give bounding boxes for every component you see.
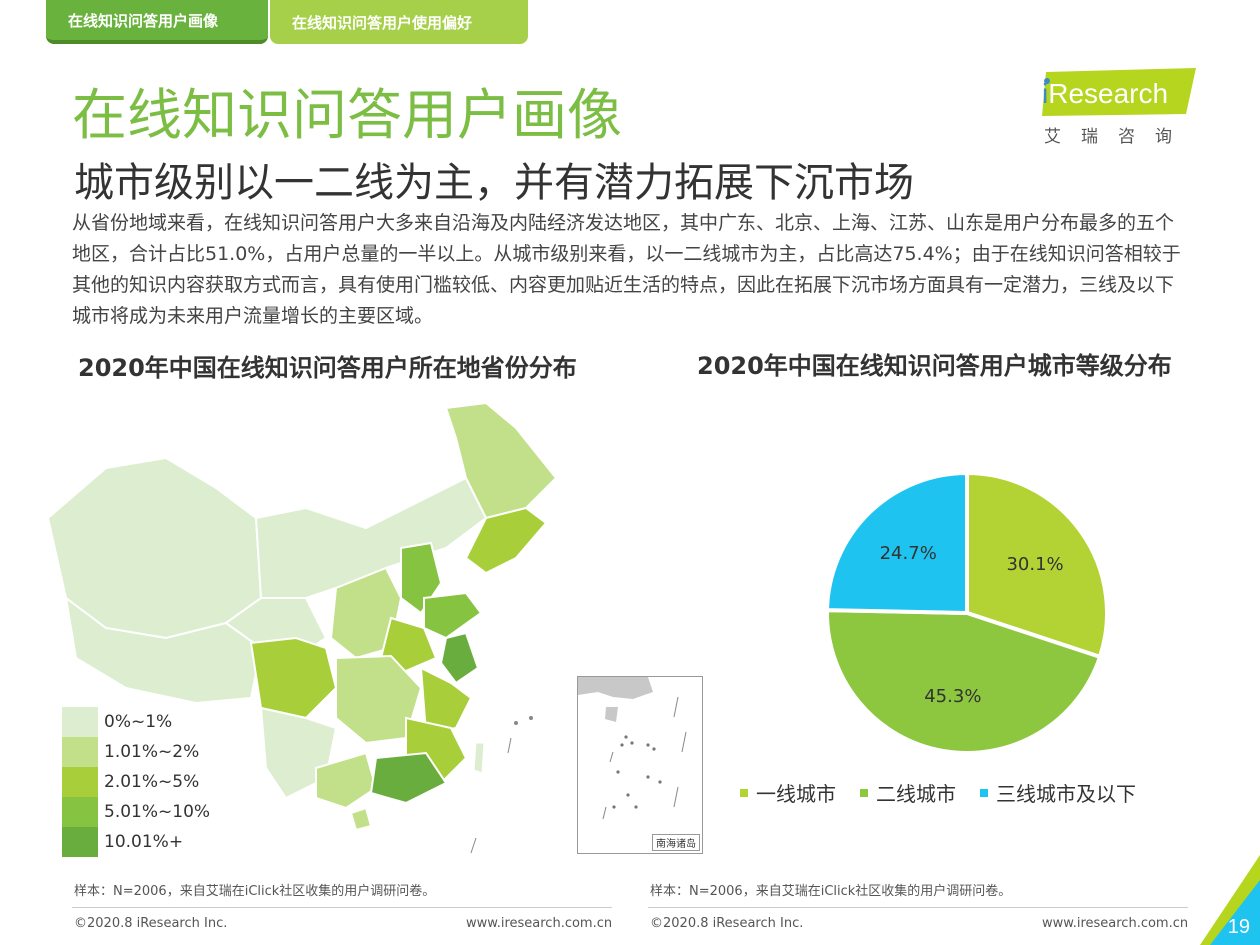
- map-region-hainan: [349, 806, 373, 832]
- pie-data-label-2: 24.7%: [880, 543, 937, 564]
- pie-legend-swatch: [980, 788, 988, 797]
- corner-decoration: [1200, 855, 1260, 945]
- legend-swatch: [62, 797, 98, 827]
- iresearch-logo: iResearch 艾瑞咨询: [1036, 64, 1201, 147]
- copyright-right: ©2020.8 iResearch Inc.: [650, 916, 804, 931]
- pie-slice-2: [824, 470, 969, 616]
- copyright-left: ©2020.8 iResearch Inc.: [74, 916, 228, 931]
- map-region-shandong: [423, 591, 483, 640]
- section-tabs: 在线知识问答用户画像 在线知识问答用户使用偏好: [46, 0, 528, 48]
- tab-user-preference[interactable]: 在线知识问答用户使用偏好: [270, 0, 528, 44]
- pie-legend-item: 三线城市及以下: [980, 778, 1136, 807]
- map-region-guangxi: [315, 751, 378, 810]
- legend-swatch: [62, 737, 98, 767]
- map-region-jilin-liaoning: [464, 506, 548, 575]
- pie-legend-label: 三线城市及以下: [996, 782, 1136, 806]
- page-number: 19: [1227, 916, 1250, 938]
- tab-user-profile[interactable]: 在线知识问答用户画像: [46, 0, 268, 44]
- legend-item: 0%~1%: [62, 707, 210, 737]
- map-chart-title: 2020年中国在线知识问答用户所在地省份分布: [78, 354, 577, 382]
- page-subtitle: 城市级别以一二线为主，并有潜力拓展下沉市场: [74, 160, 914, 206]
- pie-legend-swatch: [860, 788, 868, 797]
- pie-chart-title: 2020年中国在线知识问答用户城市等级分布: [697, 352, 1172, 380]
- website-link-left[interactable]: www.iresearch.com.cn: [466, 916, 613, 931]
- logo-dot-icon: [1044, 78, 1050, 84]
- map-region-guangdong: [369, 751, 448, 805]
- sample-note-right: 样本：N=2006，来自艾瑞在iClick社区收集的用户调研问卷。: [650, 884, 1012, 899]
- china-province-map: [46, 401, 558, 854]
- pie-legend-label: 二线城市: [876, 782, 956, 806]
- pie-legend-item: 一线城市: [740, 778, 836, 807]
- website-link-right[interactable]: www.iresearch.com.cn: [1042, 916, 1189, 931]
- map-legend: 0%~1% 1.01%~2% 2.01%~5% 5.01%~10% 10.01%…: [62, 707, 210, 857]
- legend-label: 2.01%~5%: [104, 772, 200, 792]
- map-region-sichuan: [249, 636, 338, 720]
- summary-paragraph: 从省份地域来看，在线知识问答用户大多来自沿海及内陆经济发达地区，其中广东、北京、…: [72, 212, 1181, 327]
- legend-label: 5.01%~10%: [104, 802, 211, 822]
- pie-data-label-0: 30.1%: [1006, 554, 1063, 575]
- logo-wordmark: iResearch: [1042, 78, 1169, 109]
- legend-label: 10.01%+: [104, 832, 184, 852]
- map-region-taiwan: [473, 742, 485, 774]
- legend-swatch: [62, 707, 98, 737]
- city-tier-pie-chart: 30.1% 45.3% 24.7%: [824, 470, 1109, 755]
- legend-swatch: [62, 767, 98, 797]
- legend-label: 1.01%~2%: [104, 742, 200, 762]
- logo-chinese-name: 艾瑞咨询: [1044, 127, 1192, 147]
- legend-swatch: [62, 827, 98, 857]
- legend-item: 2.01%~5%: [62, 767, 210, 797]
- logo-banner-shape: [1042, 68, 1196, 116]
- pie-legend-item: 二线城市: [860, 778, 956, 807]
- pie-legend-label: 一线城市: [756, 782, 836, 806]
- pie-legend: 一线城市 二线城市 三线城市及以下: [740, 778, 1160, 807]
- footer-divider-left: [72, 907, 612, 908]
- map-region-north: [254, 476, 488, 599]
- legend-item: 1.01%~2%: [62, 737, 210, 767]
- pie-slice-1: [825, 608, 1103, 755]
- pie-data-label-1: 45.3%: [924, 686, 981, 707]
- south-china-sea-inset: 南海诸岛: [577, 676, 703, 854]
- legend-label: 0%~1%: [104, 712, 173, 732]
- map-region-heilongjiang: [444, 401, 558, 520]
- legend-item: 10.01%+: [62, 827, 210, 857]
- map-region-jiangsu: [439, 631, 480, 685]
- page-title: 在线知识问答用户画像: [72, 83, 623, 147]
- footer-divider-right: [648, 907, 1188, 908]
- sample-note-left: 样本：N=2006，来自艾瑞在iClick社区收集的用户调研问卷。: [74, 884, 436, 899]
- pie-slice-0: [965, 470, 1109, 660]
- pie-legend-swatch: [740, 788, 748, 797]
- legend-item: 5.01%~10%: [62, 797, 210, 827]
- inset-map: [578, 677, 687, 820]
- inset-label: 南海诸岛: [652, 834, 700, 851]
